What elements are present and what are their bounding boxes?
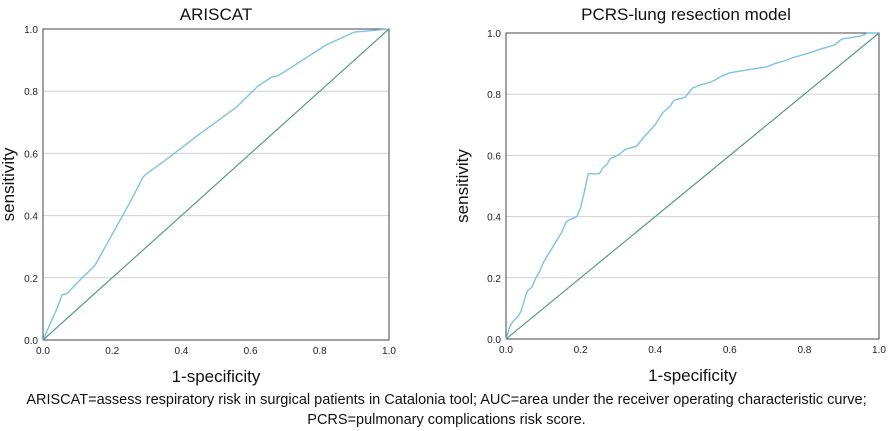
- x-tick-label: 0.0: [36, 346, 50, 357]
- figure-caption: ARISCAT=assess respiratory risk in surgi…: [0, 390, 893, 430]
- chart-title: PCRS-lung resection model: [581, 5, 791, 24]
- roc-curve-line: [42, 28, 390, 341]
- x-axis-label: 1-specificity: [172, 367, 261, 386]
- caption-line-1: ARISCAT=assess respiratory risk in surgi…: [26, 392, 867, 408]
- roc-chart-pcrs: PCRS-lung resection model 0.0 0.2 0.4 0.6 0.8…: [450, 0, 893, 388]
- x-tick-label: 1.0: [382, 346, 396, 357]
- plot-frame: [42, 28, 390, 341]
- x-tick-label: 0.2: [574, 345, 588, 356]
- x-tick-label: 1.0: [872, 345, 886, 356]
- caption-line-2: PCRS=pulmonary complications risk score.: [307, 412, 586, 428]
- y-tick-label: 0.2: [24, 274, 38, 285]
- x-axis-label: 1-specificity: [648, 366, 737, 385]
- y-tick-label: 0.0: [487, 335, 501, 346]
- y-tick-label: 0.2: [487, 274, 501, 285]
- chart-svg: PCRS-lung resection model 0.0 0.2 0.4 0.6 0.8…: [453, 5, 886, 385]
- x-tick-label: 0.0: [499, 345, 513, 356]
- roc-chart-ariscat: ARISCAT 0.0 0.2 0.4 0.6 0.8 1.0 0.0 0.2 0.4 0.6 0.8…: [0, 0, 420, 388]
- y-tick-label: 0.8: [487, 90, 501, 101]
- y-tick-label: 1.0: [487, 29, 501, 40]
- y-tick-label: 1.0: [24, 25, 38, 36]
- x-tick-label: 0.6: [723, 345, 737, 356]
- roc-curve-line: [505, 32, 879, 340]
- x-tick-label: 0.4: [648, 345, 662, 356]
- y-axis-label: sensitivity: [453, 149, 472, 223]
- y-tick-label: 0.0: [24, 336, 38, 347]
- y-tick-label: 0.4: [487, 213, 501, 224]
- plot-frame: [505, 32, 880, 340]
- reference-diagonal-line: [42, 28, 390, 341]
- chart-svg: ARISCAT 0.0 0.2 0.4 0.6 0.8 1.0 0.0 0.2 0.4 0.6 0.8…: [0, 5, 396, 386]
- y-tick-label: 0.4: [24, 212, 38, 223]
- y-tick-label: 0.8: [24, 87, 38, 98]
- y-tick-label: 0.6: [487, 151, 501, 162]
- reference-diagonal-line: [505, 32, 880, 340]
- x-tick-label: 0.8: [313, 346, 327, 357]
- x-tick-label: 0.8: [797, 345, 811, 356]
- chart-title: ARISCAT: [180, 5, 252, 24]
- x-tick-label: 0.6: [244, 346, 258, 357]
- y-axis-label: sensitivity: [0, 147, 18, 221]
- x-tick-label: 0.4: [174, 346, 188, 357]
- y-tick-label: 0.6: [24, 149, 38, 160]
- x-tick-label: 0.2: [105, 346, 119, 357]
